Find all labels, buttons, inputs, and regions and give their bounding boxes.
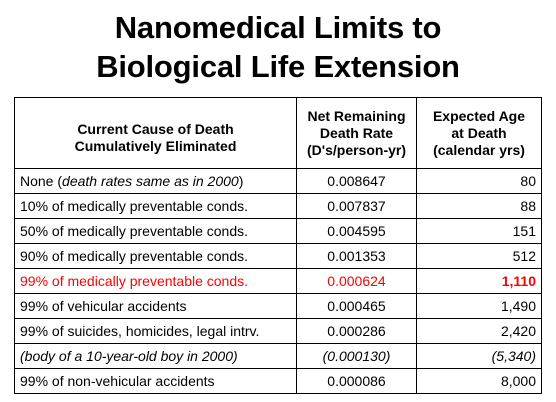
cause-cell: (body of a 10-year-old boy in 2000) <box>14 343 297 369</box>
table-row: 90% of medically preventable conds. 0.00… <box>14 243 542 269</box>
cause-cell: 99% of vehicular accidents <box>14 293 297 319</box>
cause-suffix: ) <box>238 173 244 189</box>
cause-cell: 99% of suicides, homicides, legal intrv. <box>14 318 297 344</box>
header-rate-line: Death Rate <box>319 124 394 141</box>
header-age-line: at Death <box>451 124 507 141</box>
header-age: Expected Age at Death (calendar yrs) <box>416 97 542 169</box>
age-cell: 512 <box>416 243 542 269</box>
cause-cell: 99% of non-vehicular accidents <box>14 368 297 394</box>
age-cell: 2,420 <box>416 318 542 344</box>
age-cell: (5,340) <box>416 343 542 369</box>
rate-cell: 0.001353 <box>296 243 417 269</box>
rate-cell: 0.000086 <box>296 368 417 394</box>
age-cell: 1,110 <box>416 268 542 294</box>
header-cause-line: Current Cause of Death <box>77 121 234 137</box>
header-cause: Current Cause of Death Cumulatively Elim… <box>14 97 297 169</box>
rate-cell: 0.004595 <box>296 218 417 244</box>
table-row: 10% of medically preventable conds. 0.00… <box>14 193 542 219</box>
rate-cell: (0.000130) <box>296 343 417 369</box>
header-rate: Net Remaining Death Rate (D's/person-yr) <box>296 97 417 169</box>
cause-cell: 10% of medically preventable conds. <box>14 193 297 219</box>
page-title: Nanomedical Limits to Biological Life Ex… <box>0 8 556 86</box>
rate-cell: 0.008647 <box>296 168 417 194</box>
table-row-highlighted: 99% of medically preventable conds. 0.00… <box>14 268 542 294</box>
cause-cell: 50% of medically preventable conds. <box>14 218 297 244</box>
table-row: 99% of suicides, homicides, legal intrv.… <box>14 318 542 344</box>
age-cell: 1,490 <box>416 293 542 319</box>
header-age-line: Expected Age <box>432 107 526 124</box>
table-header-row: Current Cause of Death Cumulatively Elim… <box>14 97 542 169</box>
age-cell: 88 <box>416 193 542 219</box>
title-line-2: Biological Life Extension <box>96 49 460 84</box>
table-row: 99% of non-vehicular accidents 0.000086 … <box>14 368 542 394</box>
age-cell: 8,000 <box>416 368 542 394</box>
rate-cell: 0.000624 <box>296 268 417 294</box>
header-cause-line: Cumulatively Eliminated <box>74 138 237 154</box>
header-rate-line: Net Remaining <box>307 107 406 124</box>
table-row: None (death rates same as in 2000) 0.008… <box>14 168 542 194</box>
table-row: 99% of vehicular accidents 0.000465 1,49… <box>14 293 542 319</box>
age-cell: 80 <box>416 168 542 194</box>
title-line-1: Nanomedical Limits to <box>114 10 442 45</box>
rate-cell: 0.007837 <box>296 193 417 219</box>
header-age-line: (calendar yrs) <box>433 141 525 158</box>
header-rate-line: (D's/person-yr) <box>306 141 406 158</box>
cause-text: None ( <box>20 173 63 189</box>
death-rate-table: Current Cause of Death Cumulatively Elim… <box>14 97 542 394</box>
rate-cell: 0.000465 <box>296 293 417 319</box>
age-cell: 151 <box>416 218 542 244</box>
rate-cell: 0.000286 <box>296 318 417 344</box>
cause-cell: 90% of medically preventable conds. <box>14 243 297 269</box>
table-row: (body of a 10-year-old boy in 2000) (0.0… <box>14 343 542 369</box>
cause-cell: 99% of medically preventable conds. <box>14 268 297 294</box>
cause-italic-text: death rates same as in 2000 <box>62 173 239 189</box>
cause-cell: None (death rates same as in 2000) <box>14 168 297 194</box>
table-row: 50% of medically preventable conds. 0.00… <box>14 218 542 244</box>
